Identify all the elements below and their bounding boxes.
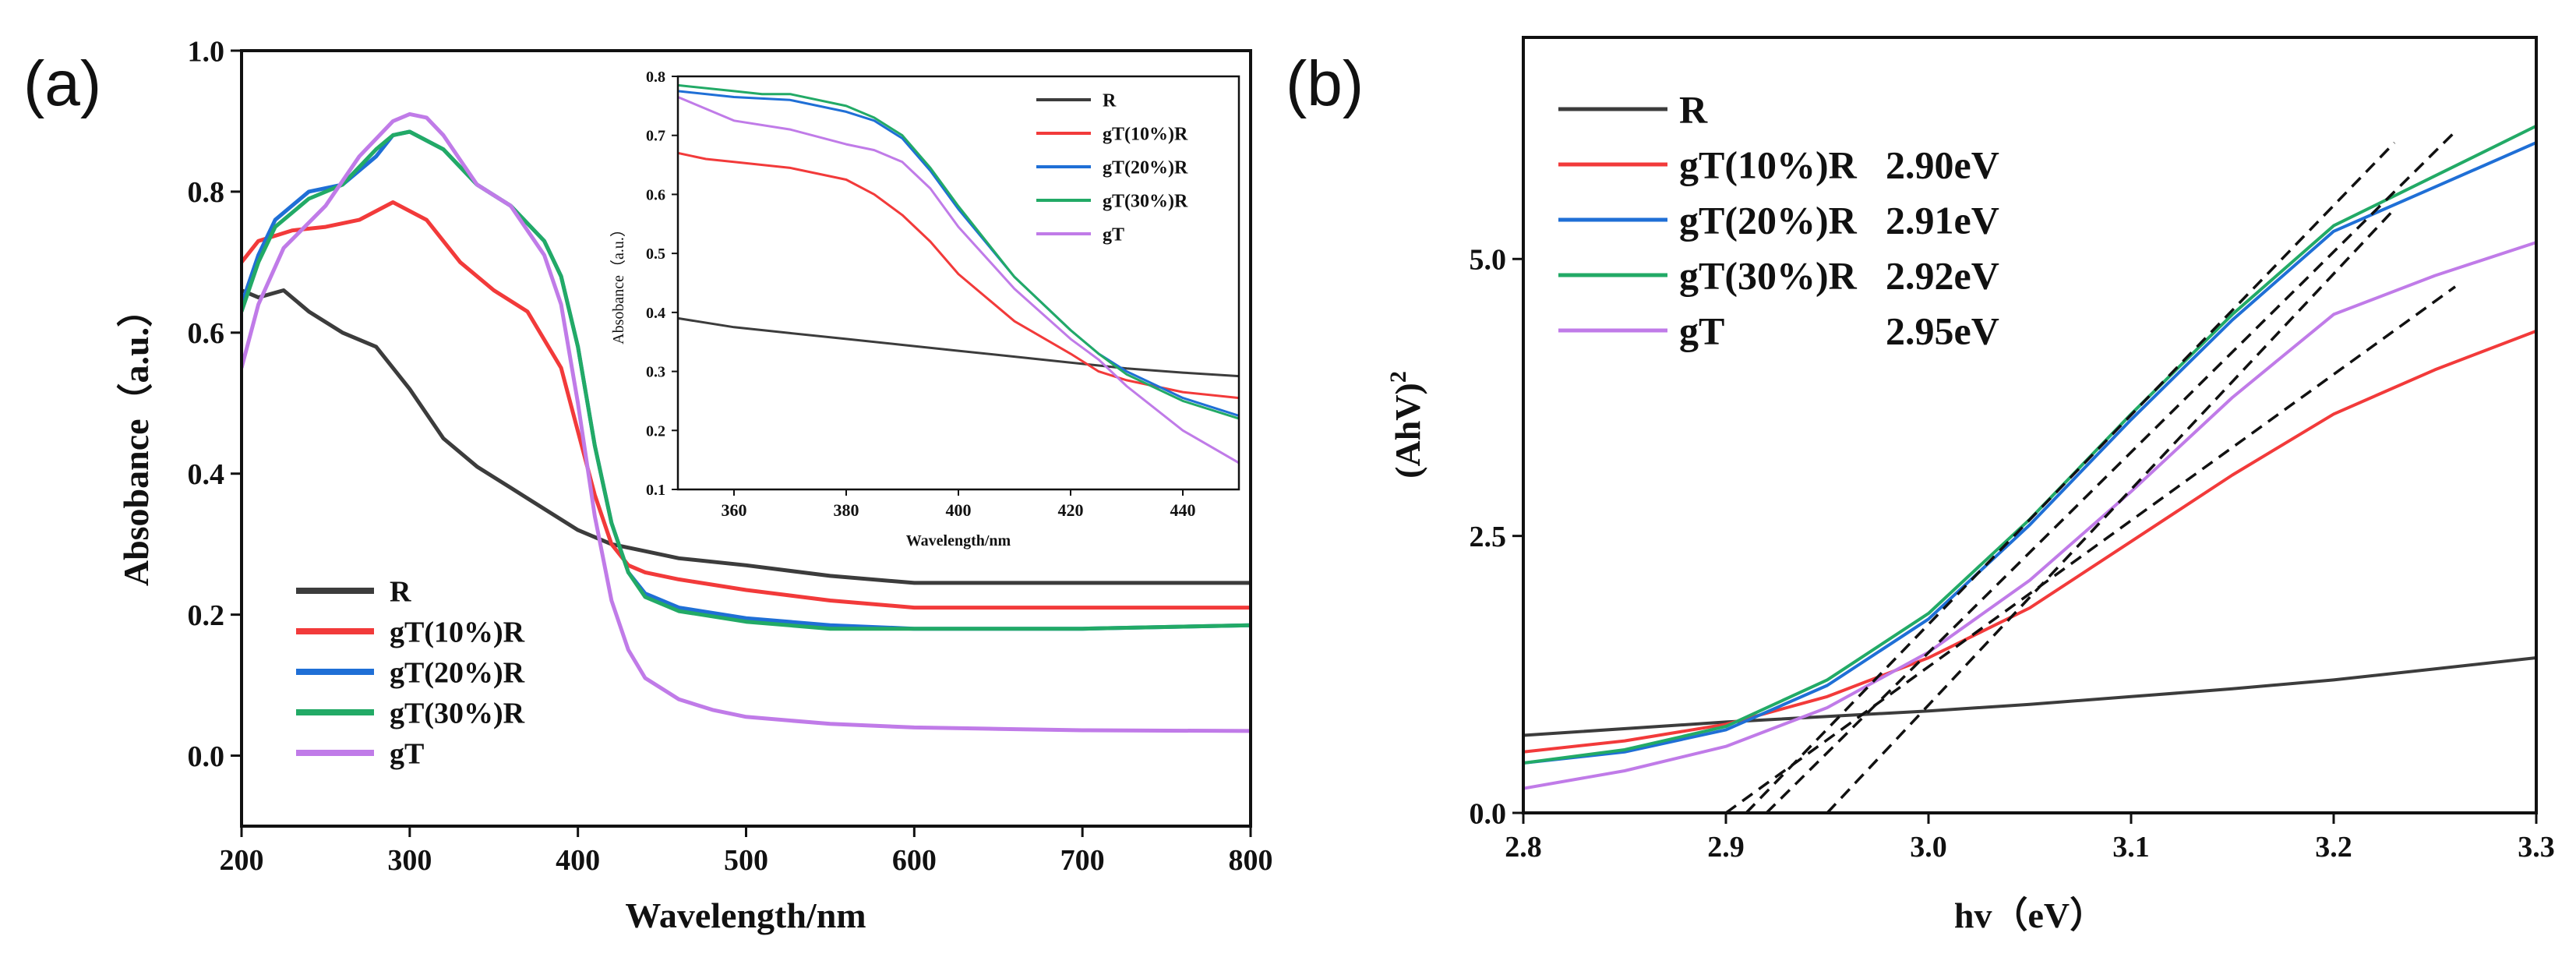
inset-ytick-label: 0.6 [646, 186, 665, 203]
panel-b-legend-gap-gt-10-r: 2.90eV [1886, 143, 1999, 187]
panel-b-fit-gt-30-r [1765, 130, 2457, 813]
inset-xlabel: Wavelength/nm [906, 532, 1011, 549]
panel-a-inset: 360 380 400 420 4400.10.20.30.40.50.60.70.8 … [609, 69, 1243, 549]
inset-ytick-label: 0.3 [646, 364, 665, 381]
panel-a-series-gt-10-r [242, 200, 1251, 610]
inset-ytick-label: 0.7 [646, 128, 665, 145]
panel-a-xtick-label: 300 [387, 844, 432, 877]
panel-b-series-gt-20-r [1523, 141, 2536, 765]
panel-b-ylabel-sup: 2 [1385, 371, 1411, 383]
panel-a-legend-label-gt-10-r: gT(10%)R [390, 616, 525, 648]
inset-xtick-label: 360 [722, 500, 747, 520]
panel-a-legend-label-gt: gT [390, 737, 424, 770]
panel-a-xtick-label: 500 [724, 844, 768, 877]
panel-b-xtick-label: 3.0 [1910, 831, 1947, 864]
panel-b-xtick-label: 2.9 [1707, 831, 1745, 864]
inset-frame [676, 75, 1240, 491]
inset-ytick-label: 0.1 [646, 482, 665, 499]
inset-ytick-label: 0.5 [646, 246, 665, 263]
panel-a-ytick-label: 0.6 [188, 317, 225, 350]
panel-b-xtick-label: 2.8 [1505, 831, 1542, 864]
panel-b-series-r [1523, 656, 2536, 737]
panel-b-ytick-label: 0.0 [1470, 797, 1507, 830]
inset-legend-label-gt-10-r: gT(10%)R [1103, 124, 1188, 144]
panel-a-ytick-label: 0.4 [188, 458, 225, 491]
inset-ytick-label: 0.8 [646, 69, 665, 86]
panel-a-frame [240, 49, 1252, 828]
inset-series-group [678, 83, 1239, 465]
panel-a-xtick-label: 600 [892, 844, 937, 877]
panel-b-legend-label-gt-30-r: gT(30%)R [1679, 254, 1858, 298]
inset-legend-label-gt-30-r: gT(30%)R [1103, 191, 1188, 211]
panel-b-label: (b) [1286, 48, 1364, 119]
inset-ytick-label: 0.4 [646, 305, 665, 322]
panel-b-xtick-label: 3.3 [2518, 831, 2555, 864]
panel-a-xtick-label: 700 [1060, 844, 1105, 877]
panel-b-ytick-label: 2.5 [1470, 521, 1507, 553]
panel-a-series-gt [242, 111, 1251, 733]
panel-b-xtick-label: 3.2 [2315, 831, 2352, 864]
inset-xtick-label: 440 [1170, 500, 1196, 520]
panel-b-legend-gap-gt-20-r: 2.91eV [1886, 199, 1999, 242]
panel-a-legend-label-r: R [390, 575, 411, 608]
panel-b-legend: RgT(10%)R 2.90eV gT(20%)R 2.91eV gT(30%)R 2.9… [1558, 88, 1999, 353]
panel-a-legend-label-gt-20-r: gT(20%)R [390, 656, 525, 689]
inset-series-r [678, 316, 1239, 378]
panel-a-xtick-label: 800 [1229, 844, 1273, 877]
panel-a-legend-label-gt-30-r: gT(30%)R [390, 697, 525, 729]
inset-series-gt-30-r [678, 83, 1239, 420]
panel-b-fit-gt-10-r [1724, 285, 2457, 813]
panel-b-legend-label-r: R [1679, 88, 1708, 132]
panel-b-ylabel-base: (AhV) [1388, 383, 1427, 479]
panel-a-series-group [242, 111, 1251, 733]
panel-a-ytick-label: 0.0 [188, 740, 225, 773]
panel-b-ytick-label: 5.0 [1470, 244, 1507, 277]
panel-b-legend-gap-gt: 2.95eV [1886, 309, 1999, 353]
panel-a-series-r [242, 288, 1251, 585]
panel-b-legend-gap-gt-30-r: 2.92eV [1886, 254, 1999, 298]
panel-a: (a) 200 300 400 500 600 700 800 0.0 0.2 0.4 0.6 0.8… [23, 35, 1273, 935]
panel-b-xlabel: hv（eV） [1954, 896, 2105, 935]
panel-a-ytick-label: 1.0 [188, 35, 225, 68]
panel-b-ylabel: (AhV)2 [1385, 371, 1427, 479]
panel-b-fit-gt [1826, 208, 2396, 813]
panel-a-xtick-label: 400 [556, 844, 600, 877]
panel-a-label: (a) [23, 48, 101, 119]
inset-background [670, 76, 1243, 488]
panel-b-legend-label-gt-20-r: gT(20%)R [1679, 199, 1858, 242]
panel-b-series-gt-10-r [1523, 329, 2536, 754]
inset-legend-label-r: R [1103, 90, 1117, 111]
panel-a-ytick-label: 0.8 [188, 176, 225, 209]
panel-b-frame [1522, 36, 2538, 814]
inset-legend: RgT(10%)R gT(20%)R gT(30%)R gT [1036, 90, 1188, 245]
panel-a-ytick-label: 0.2 [188, 599, 225, 632]
inset-xtick-label: 420 [1058, 500, 1084, 520]
panel-b-fit-gt-20-r [1745, 141, 2396, 813]
inset-series-gt-20-r [678, 90, 1239, 417]
panel-a-xlabel: Wavelength/nm [625, 896, 866, 935]
panel-b-series-gt [1523, 241, 2536, 790]
inset-legend-label-gt-20-r: gT(20%)R [1103, 157, 1188, 178]
panel-a-legend: RgT(10%)R gT(20%)R gT(30%)R gT [296, 575, 525, 770]
inset-series-gt [678, 96, 1239, 465]
panel-a-xtick-label: 200 [220, 844, 264, 877]
panel-a-ylabel: Absobance（a.u.） [116, 291, 156, 586]
inset-ytick-label: 0.2 [646, 422, 665, 440]
inset-xtick-label: 400 [946, 500, 972, 520]
panel-b: (b) 2.8 2.9 3.0 3.1 3.2 3.3 0.0 2.5 5.0 hv（eV） (… [1286, 36, 2555, 935]
panel-b-plot: 2.8 2.9 3.0 3.1 3.2 3.3 0.0 2.5 5.0 [1470, 124, 2555, 864]
panel-b-xtick-label: 3.1 [2112, 831, 2150, 864]
inset-plot: 360 380 400 420 440 0.1 0.2 0.3 0.4 0.5 0.6 0.7 0.8 [646, 69, 1239, 520]
inset-ylabel: Absobance（a.u.） [609, 221, 627, 344]
panel-b-legend-label-gt-10-r: gT(10%)R [1679, 143, 1858, 187]
panel-a-plot: 200 300 400 500 600 700 800 0.0 0.2 0.4 0.6 0.8 1.0 [188, 35, 1273, 877]
inset-xtick-label: 380 [834, 500, 859, 520]
panel-b-legend-label-gt: gT [1679, 309, 1724, 353]
inset-legend-label-gt: gT [1103, 224, 1124, 245]
panel-b-series-group [1523, 124, 2536, 813]
